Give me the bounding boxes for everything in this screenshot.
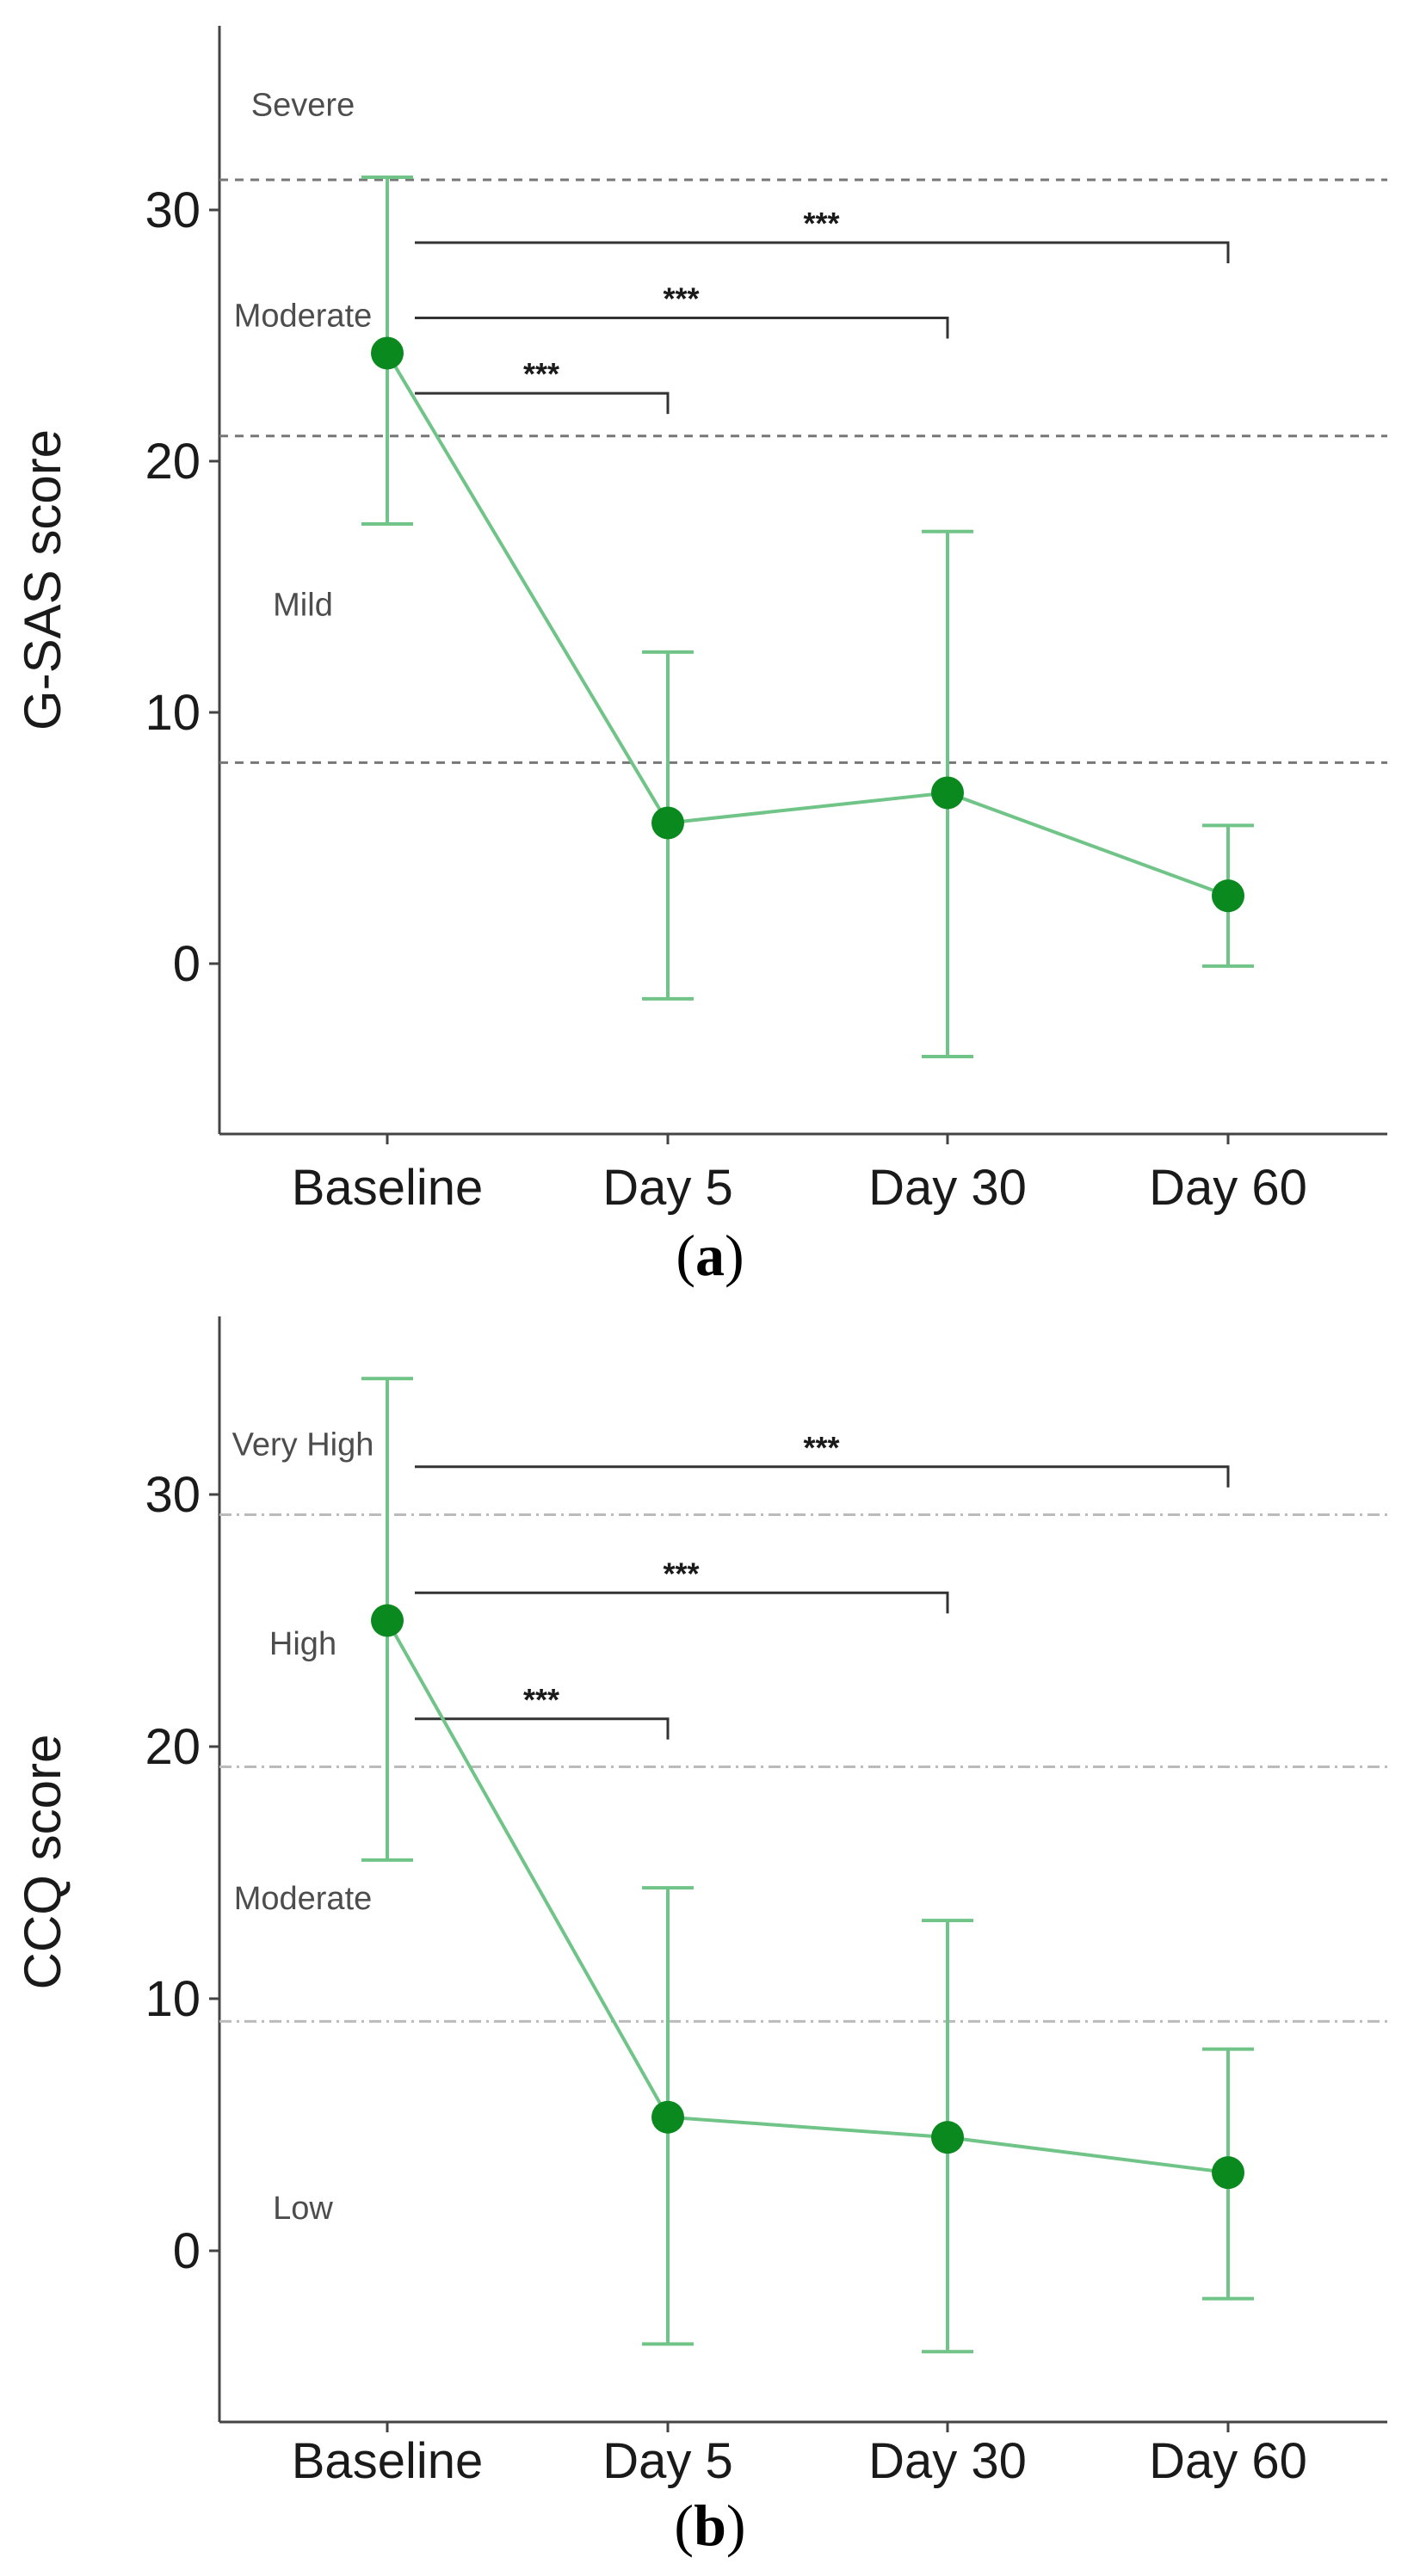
significance-bracket	[415, 1591, 949, 1614]
band-label: Low	[273, 2191, 333, 2227]
x-tick-label: Day 5	[602, 1160, 733, 1216]
band-label: Mild	[273, 587, 333, 623]
significance-bracket	[415, 391, 670, 415]
band-label: Very High	[232, 1427, 374, 1463]
data-point	[931, 776, 964, 810]
data-point	[1212, 879, 1244, 913]
y-tick-label: 20	[145, 1719, 201, 1775]
significance-bracket	[415, 317, 949, 339]
significance-label: ***	[523, 356, 559, 391]
x-tick-label: Day 60	[1149, 1160, 1307, 1216]
significance-bracket	[415, 1717, 670, 1740]
data-point	[1212, 2156, 1244, 2190]
y-axis-label: G-SAS score	[14, 429, 71, 730]
series-line	[386, 352, 1229, 898]
y-tick-label: 10	[145, 685, 201, 741]
x-tick-label: Baseline	[292, 2433, 483, 2489]
y-tick-label: 20	[145, 434, 201, 490]
panel-a-chart: 0 10 20 30 G-SAS score Baseline Day 5 Day 30 Day…	[14, 26, 1387, 1216]
significance-label: ***	[663, 281, 699, 317]
data-point	[371, 1604, 404, 1637]
band-label: High	[269, 1626, 336, 1662]
significance-bracket	[415, 241, 1230, 263]
x-tick-label: Day 30	[868, 2433, 1027, 2489]
data-point	[651, 806, 684, 840]
band-label: Moderate	[234, 299, 373, 335]
panel-a-caption: (a)	[676, 1223, 744, 1288]
series-line	[386, 1619, 1229, 2175]
panel-b-caption: (b)	[674, 2493, 745, 2558]
y-axis-label: CCQ score	[14, 1735, 71, 1990]
y-tick-label: 10	[145, 1971, 201, 2027]
data-point	[651, 2100, 684, 2134]
band-label: Moderate	[234, 1881, 373, 1917]
significance-label: ***	[663, 1556, 699, 1591]
y-tick-label: 0	[173, 936, 201, 992]
band-label: Severe	[251, 87, 355, 123]
y-tick-label: 30	[145, 1467, 201, 1523]
x-tick-label: Baseline	[292, 1160, 483, 1216]
significance-label: ***	[803, 1430, 839, 1465]
y-tick-label: 0	[173, 2223, 201, 2279]
significance-label: ***	[523, 1682, 559, 1717]
x-tick-label: Day 5	[602, 2433, 733, 2489]
data-point	[931, 2121, 964, 2154]
x-tick-label: Day 30	[868, 1160, 1027, 1216]
significance-label: ***	[803, 206, 839, 241]
x-tick-label: Day 60	[1149, 2433, 1307, 2489]
y-tick-label: 30	[145, 182, 201, 238]
data-point	[371, 336, 404, 370]
panel-b-chart: 0 10 20 30 CCQ score Baseline Day 5 Day 30 Day 6…	[14, 1316, 1387, 2489]
significance-bracket	[415, 1465, 1230, 1488]
